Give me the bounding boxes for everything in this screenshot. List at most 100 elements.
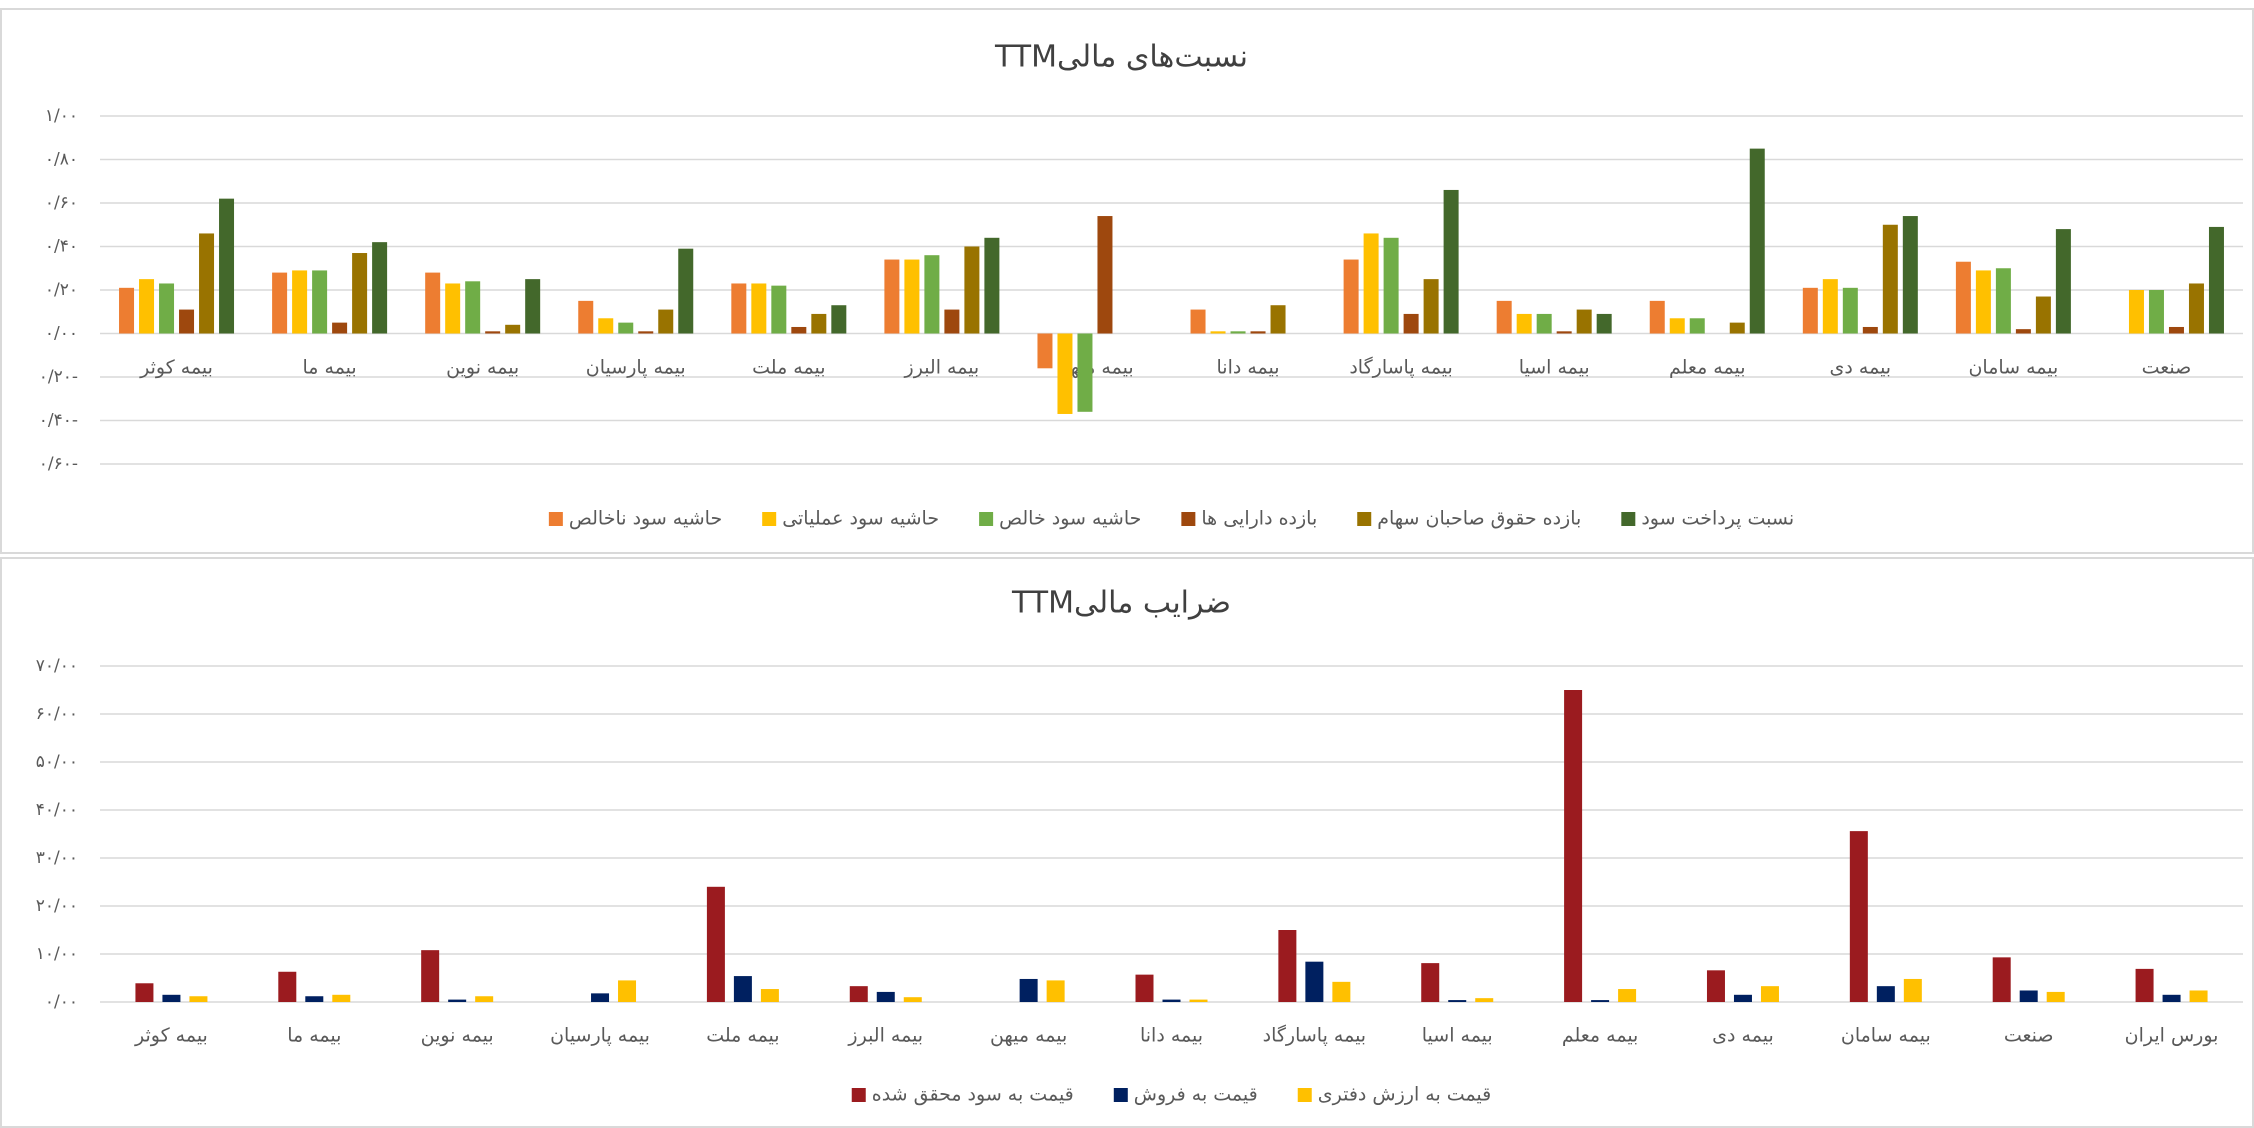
legend-label: حاشیه سود خالص [999, 508, 1141, 530]
bar [1363, 233, 1379, 334]
bar [1995, 268, 2011, 334]
bar [1849, 831, 1868, 1002]
bar [292, 270, 308, 334]
legend-swatch [1297, 1088, 1312, 1102]
bar [1448, 1000, 1467, 1002]
y-tick-label: ۷۰/۰۰ [36, 656, 78, 676]
y-tick-label: ۰/۰۰ [45, 324, 78, 344]
bar [278, 971, 297, 1002]
y-tick-label: ۱/۰۰ [45, 106, 78, 126]
bar [658, 309, 674, 334]
bar [2055, 229, 2071, 334]
x-tick-label: بیمه میهن [990, 1025, 1067, 1047]
x-tick-label: بیمه ما [287, 1025, 341, 1047]
y-tick-label: ۵۰/۰۰ [36, 752, 78, 772]
bar [1556, 331, 1572, 334]
x-tick-label: صنعت [2004, 1025, 2054, 1047]
x-tick-label: بیمه البرز [904, 357, 980, 379]
bar [2035, 296, 2051, 334]
legend-label: قیمت به سود محقق شده [872, 1084, 1074, 1106]
bar [1278, 930, 1297, 1002]
bar [964, 246, 980, 334]
y-tick-label: ۰/۸۰ [45, 150, 78, 170]
bar [1591, 1000, 1610, 1002]
legend-swatch [1113, 1088, 1128, 1102]
bar [2162, 994, 2181, 1002]
bar [2019, 990, 2038, 1002]
x-tick-label: بیمه نوین [446, 357, 519, 379]
bar [2128, 290, 2144, 334]
x-tick-label: بیمه سامان [1968, 357, 2058, 379]
x-tick-label: بیمه ملت [706, 1025, 779, 1047]
chart-panel [0, 557, 2254, 1128]
x-tick-label: بیمه البرز [847, 1025, 923, 1047]
bar [1019, 978, 1038, 1002]
x-tick-label: بیمه پارسیان [550, 1025, 650, 1047]
bar [272, 272, 288, 334]
bar [618, 980, 637, 1002]
bar [1729, 322, 1745, 334]
bar [135, 983, 154, 1002]
legend-label: قیمت به فروش [1134, 1084, 1258, 1106]
bar [904, 259, 920, 334]
bar [465, 281, 481, 334]
x-tick-label: بیمه ملت [752, 357, 825, 379]
y-tick-label: ۰/۲۰- [39, 367, 78, 387]
bar [2188, 283, 2204, 334]
x-tick-label: بیمه اسیا [1422, 1025, 1493, 1047]
x-tick-label: بیمه اسیا [1519, 357, 1590, 379]
bar [1955, 261, 1971, 334]
legend-label: قیمت به ارزش دفتری [1318, 1084, 1492, 1106]
bar [1516, 313, 1532, 334]
bar [638, 331, 654, 334]
bar [944, 309, 960, 334]
bar [1443, 189, 1459, 334]
x-tick-label: بیمه ما [303, 357, 357, 379]
bar [876, 991, 895, 1002]
bar [421, 950, 440, 1002]
legend-swatch [1621, 512, 1636, 526]
x-tick-label: بیمه پاسارگاد [1349, 356, 1453, 379]
bar [1135, 974, 1154, 1002]
bar [139, 279, 155, 334]
y-tick-label: ۰/۴۰ [45, 237, 78, 257]
bar [1706, 970, 1725, 1002]
legend-label: بازده دارایی ها [1201, 508, 1317, 530]
bar [1903, 978, 1922, 1002]
legend-swatch [548, 512, 563, 526]
x-tick-label: بیمه دانا [1217, 357, 1280, 379]
bar [305, 996, 324, 1002]
bar [849, 986, 868, 1002]
bar [372, 242, 388, 334]
bar [760, 989, 779, 1002]
bar [1421, 963, 1440, 1002]
legend-label: حاشیه سود عملیاتی [782, 508, 939, 530]
bar [162, 994, 181, 1002]
bar [332, 322, 348, 334]
bar [1230, 331, 1246, 334]
x-tick-label: بورس ایران [2125, 1025, 2219, 1047]
bar [525, 279, 541, 334]
bar [1618, 989, 1637, 1002]
bar [1689, 318, 1705, 334]
bar [1332, 981, 1351, 1002]
bar [505, 324, 521, 334]
bar [332, 994, 351, 1002]
bar [811, 313, 827, 334]
bar [1902, 216, 1918, 334]
bar [199, 233, 215, 334]
x-tick-label: بیمه سامان [1841, 1025, 1931, 1047]
bar [1822, 279, 1838, 334]
x-tick-label: بیمه پاسارگاد [1263, 1024, 1367, 1047]
bar [924, 255, 940, 334]
bar [1097, 216, 1113, 334]
chart-title: نسبت‌های مالیTTM [994, 40, 1248, 75]
bar [1802, 287, 1818, 334]
x-tick-label: بیمه کوثر [139, 357, 213, 379]
x-tick-label: بیمه میهن [1056, 357, 1133, 379]
bar [706, 886, 725, 1002]
x-tick-label: بیمه معلم [1669, 357, 1746, 379]
bar [1733, 994, 1752, 1002]
x-tick-label: بیمه پارسیان [586, 357, 686, 379]
bar [1992, 957, 2011, 1002]
